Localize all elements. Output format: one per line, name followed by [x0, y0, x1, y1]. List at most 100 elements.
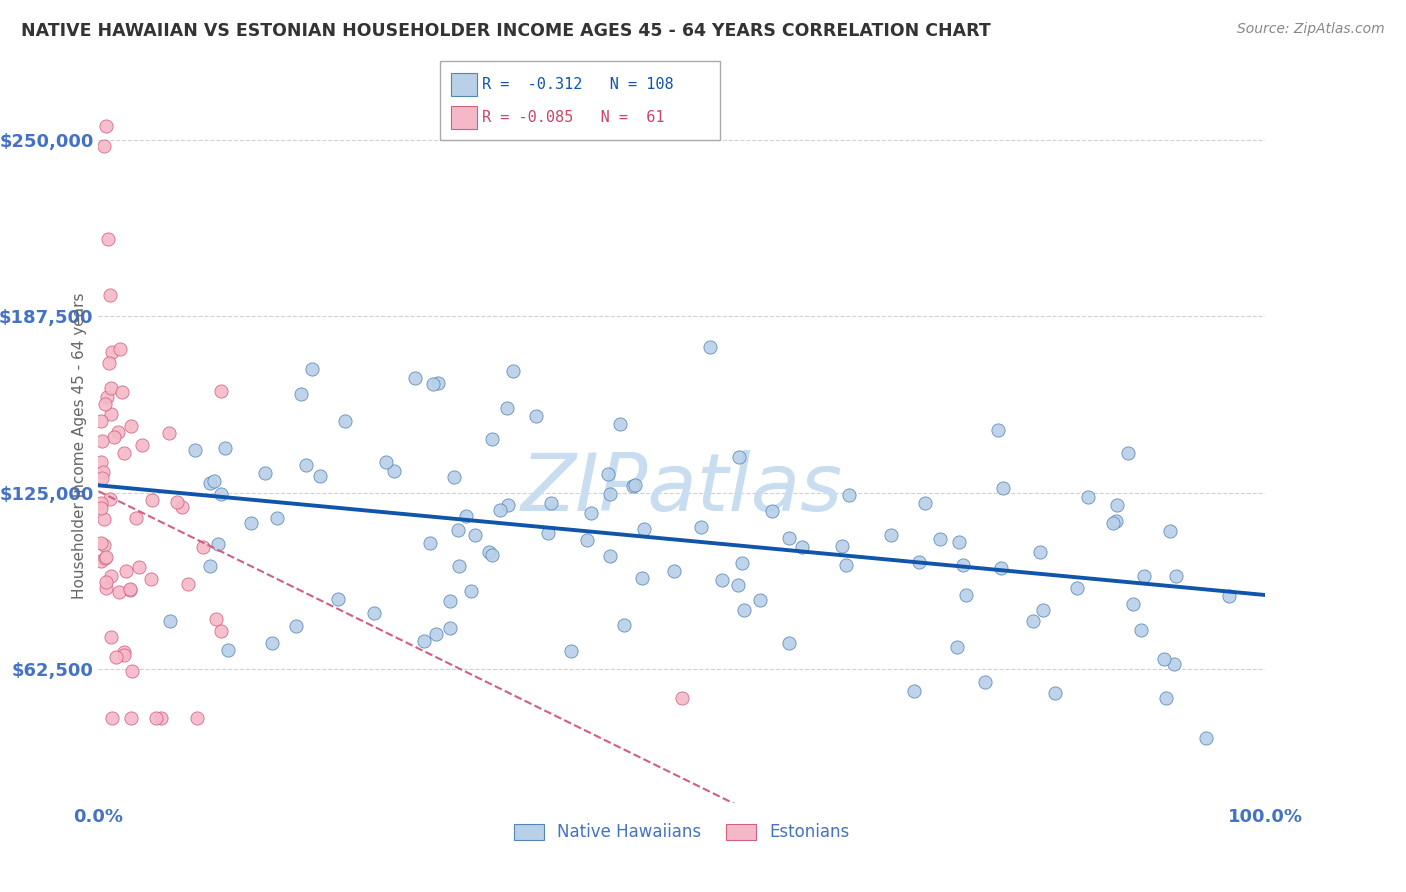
Point [447, 559, 470, 574]
Point [1043, 685, 1066, 699]
Point [159, 614, 181, 628]
Point [93, 138, 115, 153]
Point [1107, 498, 1129, 512]
Point [96, 119, 118, 133]
Point [488, 503, 510, 517]
Point [733, 603, 755, 617]
Point [1066, 581, 1088, 595]
Point [114, 645, 136, 659]
Point [176, 577, 198, 591]
Point [90, 554, 112, 568]
Point [991, 481, 1014, 495]
Point [120, 419, 142, 434]
Point [186, 711, 208, 725]
Point [262, 636, 284, 650]
Point [1154, 690, 1177, 705]
Point [214, 441, 236, 455]
Point [778, 531, 800, 545]
Point [100, 630, 122, 644]
Point [141, 492, 163, 507]
Point [207, 536, 229, 550]
Point [328, 591, 350, 606]
Point [579, 506, 602, 520]
Point [1153, 652, 1175, 666]
Point [460, 583, 482, 598]
Point [128, 560, 150, 574]
Point [239, 516, 262, 530]
Point [290, 387, 312, 401]
Text: ZIPatlas: ZIPatlas [520, 450, 844, 528]
Point [778, 636, 800, 650]
Point [131, 438, 153, 452]
Point [464, 527, 486, 541]
Point [948, 535, 970, 549]
Point [90, 455, 112, 469]
Text: R =  -0.312   N = 108: R = -0.312 N = 108 [482, 77, 673, 92]
Text: NATIVE HAWAIIAN VS ESTONIAN HOUSEHOLDER INCOME AGES 45 - 64 YEARS CORRELATION CH: NATIVE HAWAIIAN VS ESTONIAN HOUSEHOLDER … [21, 22, 991, 40]
Point [93, 512, 115, 526]
Point [94, 575, 117, 590]
Point [761, 504, 783, 518]
Point [103, 429, 125, 443]
Point [598, 467, 620, 481]
Point [831, 539, 853, 553]
Point [838, 488, 860, 502]
Point [987, 423, 1010, 437]
Point [94, 397, 117, 411]
Point [412, 634, 434, 648]
Point [609, 417, 631, 431]
Point [97, 356, 120, 370]
Point [689, 519, 711, 533]
Point [284, 618, 307, 632]
Point [91, 465, 114, 479]
Point [90, 471, 112, 485]
Point [90, 414, 112, 428]
Point [202, 474, 225, 488]
Point [524, 409, 547, 423]
Point [478, 545, 501, 559]
Point [1029, 545, 1052, 559]
Point [612, 618, 634, 632]
Point [139, 572, 162, 586]
Point [903, 684, 925, 698]
Point [97, 232, 120, 246]
Point [1164, 569, 1187, 583]
Point [209, 624, 232, 638]
Point [107, 425, 129, 439]
Point [1105, 514, 1128, 528]
Point [422, 376, 444, 391]
Point [631, 570, 654, 584]
Point [439, 621, 461, 635]
Point [481, 433, 503, 447]
Point [1116, 446, 1139, 460]
Point [496, 401, 519, 416]
Point [990, 561, 1012, 575]
Point [1195, 731, 1218, 745]
Point [1218, 589, 1240, 603]
Point [118, 582, 141, 597]
Point [443, 470, 465, 484]
Point [100, 492, 122, 507]
Point [633, 521, 655, 535]
Point [907, 556, 929, 570]
Point [481, 548, 503, 562]
Point [1022, 614, 1045, 628]
Point [973, 675, 995, 690]
Point [599, 487, 621, 501]
Point [363, 606, 385, 620]
Point [1077, 490, 1099, 504]
Point [115, 564, 138, 578]
Point [91, 434, 114, 449]
Point [496, 498, 519, 512]
Point [1163, 657, 1185, 671]
Point [111, 384, 134, 399]
Point [90, 496, 112, 510]
Point [790, 540, 813, 554]
Point [149, 711, 172, 725]
Point [209, 487, 232, 501]
Point [172, 500, 194, 514]
Point [94, 549, 117, 564]
Text: R = -0.085   N =  61: R = -0.085 N = 61 [482, 110, 665, 125]
Point [952, 558, 974, 573]
Point [502, 364, 524, 378]
